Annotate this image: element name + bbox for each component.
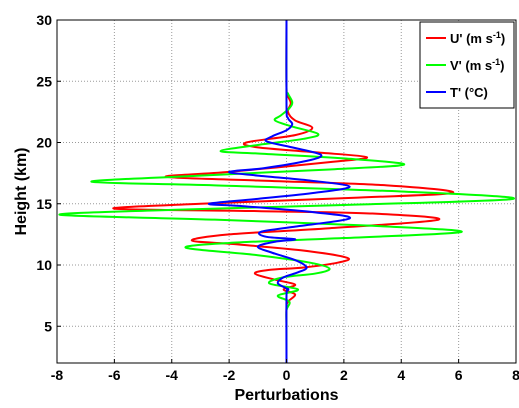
- x-tick-label: 0: [283, 367, 291, 383]
- y-tick-label: 5: [44, 318, 52, 334]
- x-tick-label: -6: [108, 367, 121, 383]
- x-tick-label: -8: [51, 367, 64, 383]
- legend-label-t-prime: T' (°C): [450, 85, 488, 100]
- x-tick-label: 2: [340, 367, 348, 383]
- legend-label-u-prime: U' (m s-1): [450, 30, 505, 46]
- x-axis-label: Perturbations: [234, 387, 338, 403]
- y-tick-label: 30: [36, 12, 52, 28]
- y-tick-label: 15: [36, 196, 52, 212]
- axis-ticks: -8 -6 -4 -2 0 2 4 6 8 5 10 15 20 25 30: [36, 12, 519, 383]
- series-line-u-prime: [112, 19, 454, 364]
- x-tick-label: -4: [166, 367, 179, 383]
- y-tick-label: 25: [36, 73, 52, 89]
- series-lines: [58, 19, 515, 364]
- legend-label-v-prime: V' (m s-1): [450, 57, 504, 73]
- x-tick-label: 4: [397, 367, 405, 383]
- x-tick-label: 8: [512, 367, 519, 383]
- x-tick-label: -2: [223, 367, 236, 383]
- y-axis-label: Height (km): [13, 148, 30, 236]
- y-tick-label: 20: [36, 135, 52, 151]
- series-line-v-prime: [58, 19, 515, 364]
- x-tick-label: 6: [455, 367, 463, 383]
- y-tick-label: 10: [36, 257, 52, 273]
- series-line-t-prime: [208, 19, 351, 364]
- legend: U' (m s-1) V' (m s-1) T' (°C): [419, 21, 515, 109]
